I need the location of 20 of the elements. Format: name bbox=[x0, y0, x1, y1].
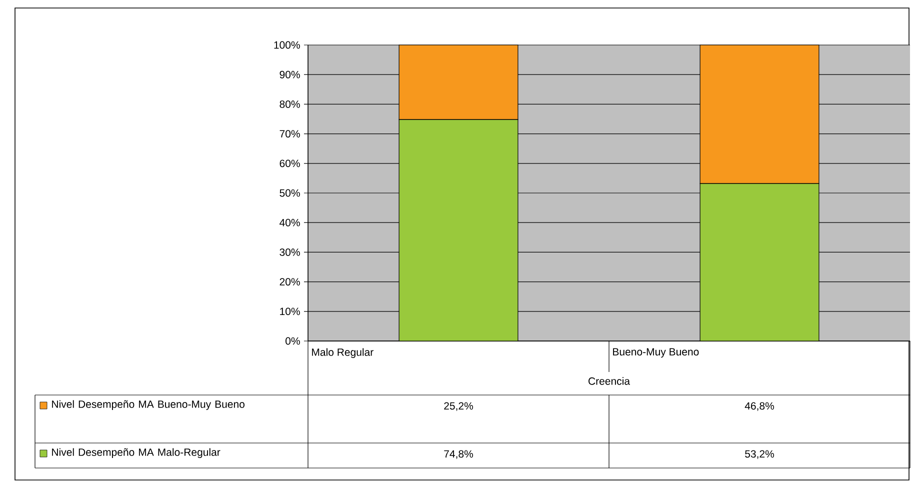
y-tick-label: 100% bbox=[274, 41, 300, 49]
y-tick-label: 90% bbox=[280, 70, 300, 78]
y-tick-label: 50% bbox=[280, 189, 300, 197]
data-label: 46,8% bbox=[744, 402, 774, 411]
data-label: 53,2% bbox=[745, 450, 774, 459]
y-tick-label: 0% bbox=[286, 337, 300, 345]
y-tick-label: 30% bbox=[280, 248, 300, 256]
y-tick-label: 10% bbox=[280, 308, 300, 316]
data-label: 74,8% bbox=[444, 450, 474, 459]
legend-label: Nivel Desempeño MA Bueno-Muy Bueno bbox=[52, 400, 244, 410]
x-axis-title: Creencia bbox=[588, 377, 630, 385]
data-label: 25,2% bbox=[444, 402, 474, 411]
x-tick-label: Malo Regular bbox=[312, 348, 374, 358]
y-tick-label: 20% bbox=[280, 278, 300, 286]
y-tick-label: 40% bbox=[280, 218, 300, 226]
x-tick-label: Bueno-Muy Bueno bbox=[613, 348, 699, 358]
y-tick-label: 60% bbox=[280, 160, 300, 168]
y-tick-label: 80% bbox=[280, 100, 300, 108]
legend-label: Nivel Desempeño MA Malo-Regular bbox=[52, 448, 220, 458]
y-tick-label: 70% bbox=[280, 130, 300, 138]
